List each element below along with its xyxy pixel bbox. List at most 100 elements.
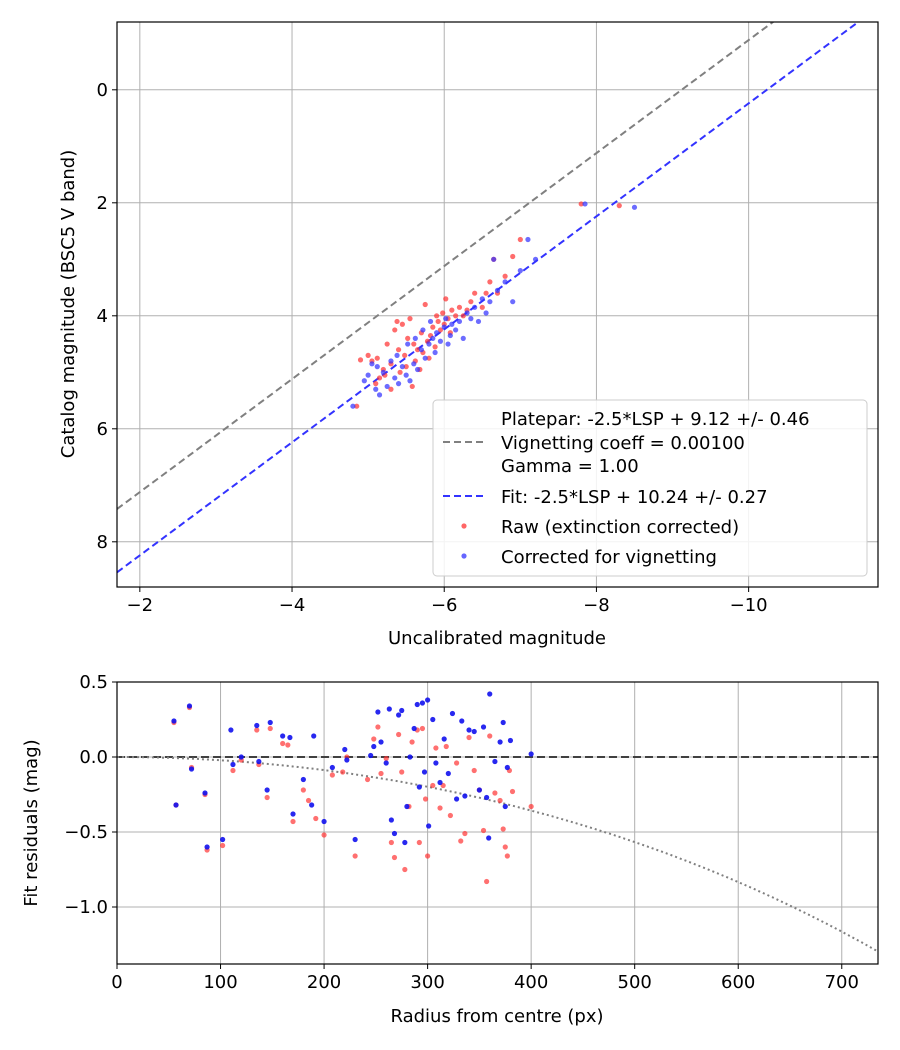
bottom-raw-point	[230, 767, 236, 774]
bottom-raw-point	[458, 838, 464, 844]
bottom-corrected-point	[430, 716, 436, 723]
top-corrected-point	[350, 403, 356, 409]
bottom-raw-point	[409, 739, 415, 745]
top-corrected-point	[468, 316, 474, 322]
bottom-raw-point	[437, 805, 443, 811]
bottom-corrected-point	[445, 770, 451, 777]
bottom-corrected-point	[500, 719, 506, 726]
top-raw-point	[411, 341, 417, 347]
bottom-raw-point	[352, 853, 358, 859]
top-y-tick-label: 4	[97, 306, 108, 327]
top-corrected-point	[631, 204, 638, 210]
bottom-raw-point	[383, 755, 389, 762]
bottom-corrected-point	[454, 796, 460, 802]
top-corrected-point	[443, 316, 449, 322]
top-raw-point	[510, 253, 516, 260]
top-raw-point	[405, 335, 411, 341]
top-raw-point	[479, 304, 485, 310]
bottom-corrected-point	[171, 718, 177, 724]
bottom-raw-point	[484, 878, 490, 885]
top-corrected-point	[422, 355, 428, 361]
bottom-x-tick-label: 100	[203, 972, 237, 993]
bottom-corrected-point	[404, 803, 410, 810]
bottom-corrected-point	[504, 764, 510, 771]
top-corrected-point	[395, 381, 402, 387]
top-corrected-point	[432, 349, 438, 356]
top-corrected-point	[418, 347, 424, 353]
top-corrected-point	[374, 364, 380, 370]
top-corrected-point	[373, 386, 379, 392]
bottom-raw-point	[375, 724, 381, 730]
bottom-corrected-point	[433, 760, 439, 766]
top-platepar-line	[117, 22, 775, 510]
bottom-corrected-point	[368, 752, 374, 759]
bottom-raw-point	[305, 797, 312, 804]
top-raw-point	[616, 203, 622, 209]
top-corrected-point	[517, 268, 523, 274]
legend-corrected-marker	[461, 553, 467, 559]
bottom-corrected-point	[311, 733, 317, 739]
top-chart: −2 −4 −6 −8 −10 0 2 4 6 8 Platepar: -2.5*LSP + 9.…	[58, 21, 879, 649]
bottom-raw-point	[402, 866, 408, 873]
legend-fit-label: Fit: -2.5*LSP + 10.24 +/- 0.27	[501, 487, 768, 508]
bottom-corrected-point	[399, 707, 405, 714]
legend-box	[432, 399, 868, 577]
top-corrected-point	[453, 327, 459, 333]
bottom-vignetting-model-line	[117, 756, 878, 953]
top-legend: Platepar: -2.5*LSP + 9.12 +/- 0.46 Vigne…	[432, 399, 868, 577]
bottom-corrected-point	[220, 836, 226, 843]
bottom-raw-point	[267, 725, 273, 732]
bottom-corrected-point	[416, 784, 422, 790]
bottom-raw-point	[371, 736, 377, 742]
top-raw-point	[373, 381, 379, 387]
top-corrected-point	[434, 330, 440, 336]
top-corrected-point	[449, 321, 455, 327]
top-raw-point	[456, 304, 463, 310]
bottom-raw-point	[462, 830, 468, 837]
top-y-tick-label: 6	[97, 419, 108, 440]
legend-vignetting-label: Vignetting coeff = 0.00100	[501, 433, 745, 454]
bottom-corrected-point	[256, 758, 262, 765]
bottom-raw-point	[364, 776, 371, 783]
top-x-tick-label: −6	[431, 595, 458, 616]
bottom-corrected-point	[321, 818, 327, 825]
top-raw-point	[354, 403, 360, 409]
bottom-corrected-point	[202, 790, 208, 796]
top-raw-point	[414, 347, 421, 353]
legend-raw-marker	[461, 523, 467, 529]
bottom-corrected-point	[375, 709, 381, 715]
top-raw-point	[443, 296, 449, 302]
bottom-raw-point	[430, 782, 436, 789]
bottom-corrected-point	[502, 803, 508, 810]
top-corrected-point	[582, 201, 588, 207]
bottom-corrected-point	[188, 766, 195, 772]
bottom-x-tick-label: 200	[307, 972, 341, 993]
top-corrected-point	[426, 341, 432, 347]
top-corrected-point	[403, 372, 409, 378]
bottom-grid	[116, 681, 878, 964]
top-raw-point	[403, 364, 409, 370]
top-raw-point	[437, 327, 444, 333]
bottom-corrected-point	[411, 725, 417, 732]
bottom-corrected-point	[492, 758, 498, 765]
bottom-corrected-point	[459, 718, 465, 724]
top-corrected-point	[394, 352, 400, 358]
bottom-corrected-point	[287, 734, 293, 741]
top-corrected-point	[411, 361, 417, 367]
bottom-corrected-point	[383, 760, 389, 766]
top-raw-point	[440, 310, 446, 316]
bottom-corrected-point	[173, 802, 179, 808]
bottom-raw-point	[528, 803, 534, 810]
top-raw-point	[407, 316, 413, 322]
bottom-corrected-point	[378, 739, 384, 745]
top-corrected-point	[483, 310, 489, 316]
bottom-raw-point	[509, 788, 516, 795]
bottom-raw-point	[391, 854, 398, 861]
top-corrected-point	[494, 287, 501, 293]
top-raw-point	[517, 236, 523, 243]
bottom-corrected-point	[471, 728, 477, 735]
top-scatter-points	[350, 201, 638, 409]
bottom-y-tick-label: −0.5	[64, 822, 108, 843]
bottom-corrected-point	[484, 794, 490, 801]
bottom-corrected-point	[466, 727, 472, 733]
